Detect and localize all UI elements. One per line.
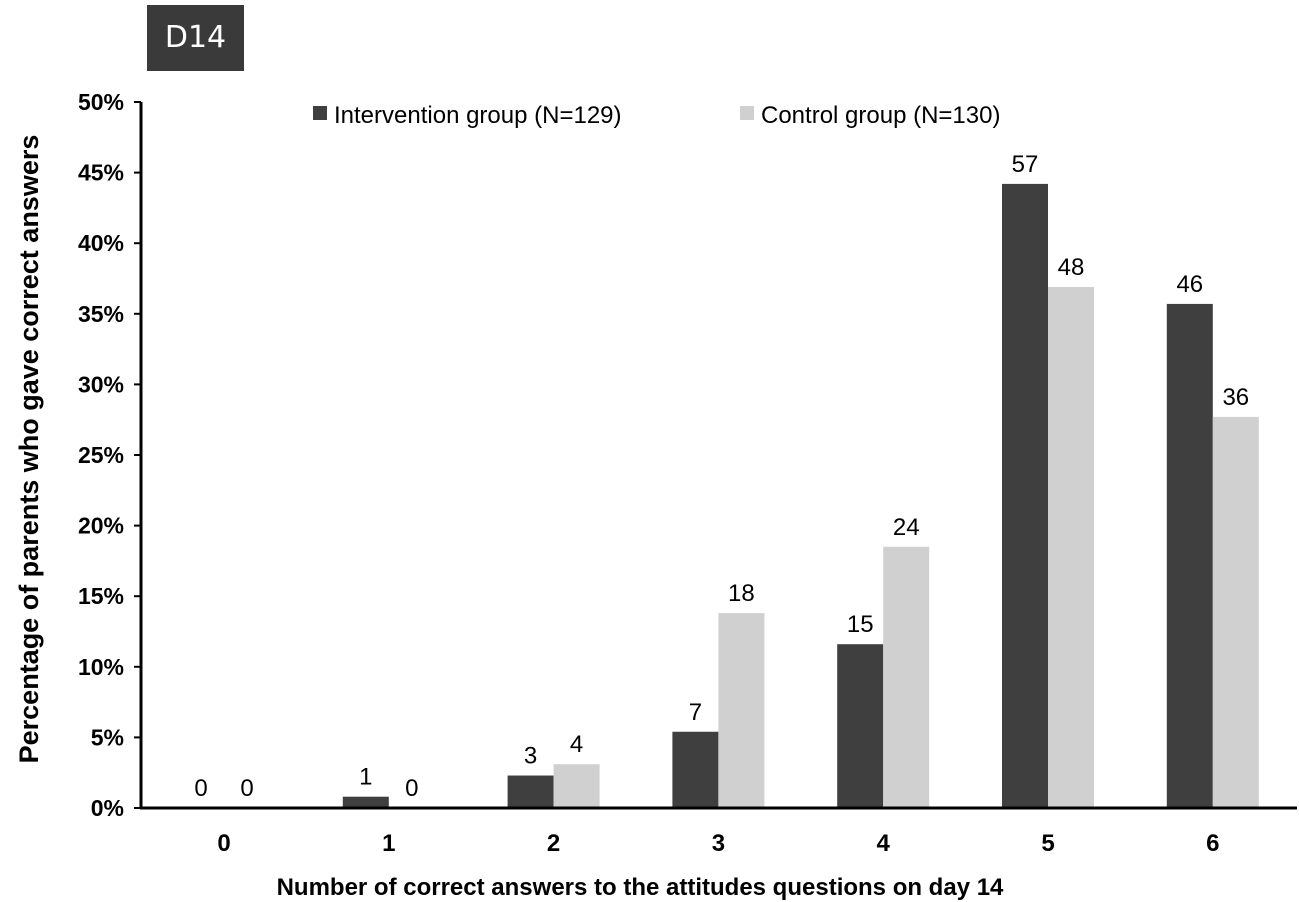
data-label-intervention: 15 xyxy=(847,611,874,638)
data-label-control: 18 xyxy=(728,580,755,607)
x-tick-label: 1 xyxy=(382,830,395,857)
bar-control xyxy=(553,764,600,808)
y-tick-label: 10% xyxy=(78,654,124,680)
data-label-control: 4 xyxy=(570,731,583,758)
x-tick-label: 0 xyxy=(217,830,230,857)
y-tick-label: 0% xyxy=(91,795,124,821)
y-tick-label: 35% xyxy=(78,301,124,327)
data-label-intervention: 3 xyxy=(524,743,537,770)
data-label-intervention: 1 xyxy=(359,764,372,791)
legend-swatch xyxy=(740,106,754,120)
bar-intervention xyxy=(672,731,719,808)
bar-control xyxy=(718,613,765,808)
x-tick-label: 2 xyxy=(547,830,560,857)
y-tick-label: 5% xyxy=(91,724,124,750)
y-tick-label: 25% xyxy=(78,442,124,468)
x-tick-label: 4 xyxy=(877,830,891,857)
y-tick-label: 50% xyxy=(78,89,124,115)
data-label-control: 36 xyxy=(1222,384,1249,411)
legend-label: Intervention group (N=129) xyxy=(334,102,622,129)
y-tick-label: 15% xyxy=(78,583,124,609)
y-tick-label: 40% xyxy=(78,230,124,256)
y-tick-label: 45% xyxy=(78,160,124,186)
data-labels-layer: 0 0 1 0 3 4 7 18 15 24 57 48 46 36 xyxy=(194,151,1249,802)
bar-intervention xyxy=(507,775,554,808)
axes-layer: 0% 5% 10% 15% 20% 25% 30% 35% 40% 45% 50% 0 1 2 3 4 5 6 xyxy=(78,89,1297,857)
data-label-control: 24 xyxy=(893,514,920,541)
legend-label: Control group (N=130) xyxy=(761,102,1000,129)
data-label-intervention: 57 xyxy=(1012,151,1039,178)
data-label-control: 0 xyxy=(240,775,253,802)
x-tick-label: 5 xyxy=(1041,830,1054,857)
bar-control xyxy=(883,546,930,808)
bar-intervention xyxy=(1002,183,1048,808)
y-tick-label: 30% xyxy=(78,371,124,397)
bar-control xyxy=(1048,286,1094,808)
data-label-intervention: 46 xyxy=(1176,271,1203,298)
bar-intervention xyxy=(342,796,389,808)
data-label-intervention: 0 xyxy=(194,775,207,802)
data-label-intervention: 7 xyxy=(689,699,702,726)
x-axis-title: Number of correct answers to the attitud… xyxy=(277,874,1004,901)
bars-layer xyxy=(342,183,1259,808)
bar-control xyxy=(1212,416,1259,808)
bar-intervention xyxy=(837,644,884,808)
y-tick-label: 20% xyxy=(78,513,124,539)
x-tick-label: 3 xyxy=(712,830,725,857)
legend-swatch xyxy=(313,106,327,120)
x-tick-label: 6 xyxy=(1206,830,1219,857)
panel-label: D14 xyxy=(147,5,244,71)
data-label-control: 0 xyxy=(405,775,418,802)
data-label-control: 48 xyxy=(1058,254,1085,281)
bar-intervention xyxy=(1166,303,1213,808)
y-axis-title: Percentage of parents who gave correct a… xyxy=(14,135,44,764)
legend: Intervention group (N=129) Control group … xyxy=(313,102,1000,129)
